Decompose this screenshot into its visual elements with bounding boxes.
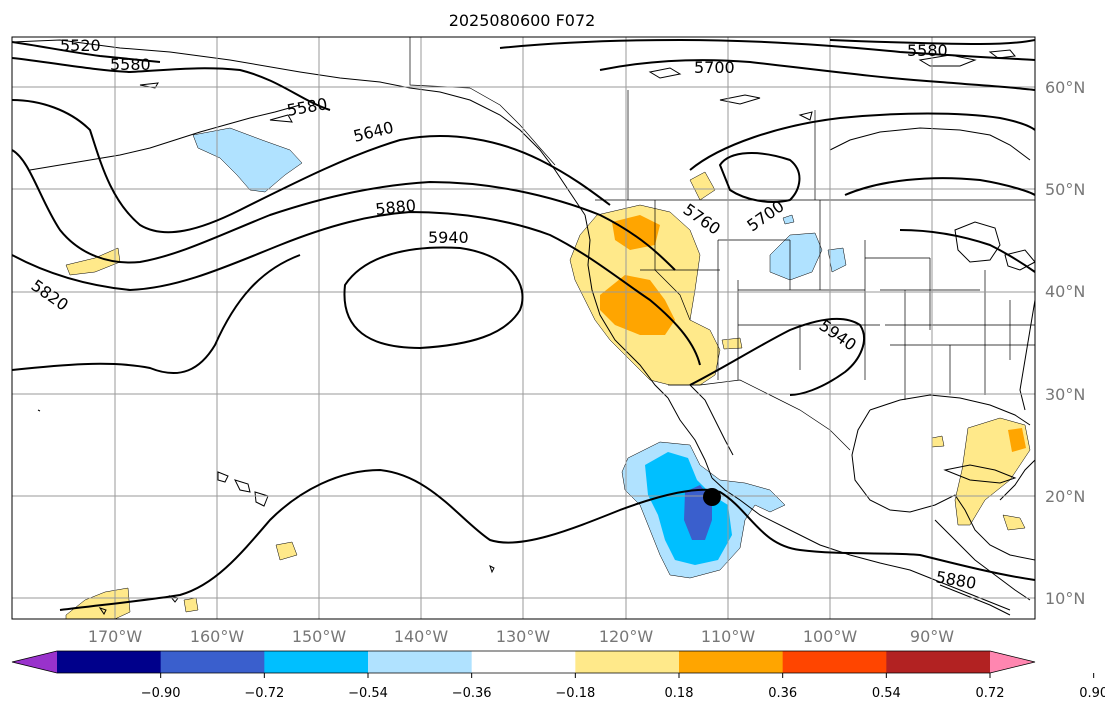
lat-label: 20°N	[1045, 487, 1085, 506]
lon-label: 120°W	[599, 627, 654, 646]
colorbar-ticks: −0.90 −0.72 −0.54 −0.36 −0.18 0.18 0.36 0.54 0.7…	[141, 673, 1105, 701]
colorbar-tick-label: 0.54	[872, 686, 901, 701]
storm-center-marker	[703, 488, 721, 506]
contour-label: 5580	[907, 41, 948, 60]
graticule	[12, 37, 1035, 619]
positive-anomaly-shading	[65, 171, 1031, 619]
colorbar-extension-max	[990, 651, 1035, 673]
colorbar-segments	[11, 650, 1036, 674]
colorbar-segment	[782, 651, 887, 673]
colorbar-segment	[160, 651, 265, 673]
lat-label: 60°N	[1045, 78, 1085, 97]
lon-label: 110°W	[701, 627, 756, 646]
colorbar-tick-label: −0.72	[244, 686, 284, 701]
colorbar: −0.90 −0.72 −0.54 −0.36 −0.18 0.18 0.36 0.54 0.7…	[11, 650, 1105, 701]
lon-label: 90°W	[910, 627, 954, 646]
colorbar-tick-label: 0.72	[976, 686, 1005, 701]
colorbar-segment	[264, 651, 369, 673]
contour-label: 5940	[428, 228, 469, 247]
height-contours	[12, 38, 1035, 611]
colorbar-extension-min	[12, 651, 57, 673]
lon-label: 140°W	[394, 627, 449, 646]
colorbar-tick-label: −0.36	[452, 686, 492, 701]
colorbar-tick-label: −0.54	[348, 686, 388, 701]
colorbar-tick-label: −0.18	[555, 686, 595, 701]
colorbar-segment	[886, 651, 991, 673]
contour-label: 5520	[60, 36, 101, 55]
coastlines	[12, 39, 1035, 616]
lon-label: 160°W	[190, 627, 245, 646]
colorbar-tick-label: 0.36	[768, 686, 797, 701]
colorbar-outline	[11, 650, 1036, 674]
lon-label: 130°W	[496, 627, 551, 646]
colorbar-segment	[679, 651, 784, 673]
latitude-labels: 60°N 50°N 40°N 30°N 20°N 10°N	[1045, 78, 1085, 608]
colorbar-segment	[575, 651, 680, 673]
lat-label: 10°N	[1045, 589, 1085, 608]
colorbar-segment	[57, 651, 162, 673]
contour-label: 5700	[694, 58, 735, 77]
colorbar-segment	[368, 651, 473, 673]
lon-label: 100°W	[803, 627, 858, 646]
map-frame	[11, 36, 1036, 620]
lat-label: 30°N	[1045, 385, 1085, 404]
lat-label: 50°N	[1045, 180, 1085, 199]
colorbar-tick-label: 0.18	[665, 686, 694, 701]
longitude-labels: 170°W 160°W 150°W 140°W 130°W 120°W 110°…	[88, 627, 954, 646]
colorbar-segment	[471, 651, 576, 673]
lon-label: 150°W	[292, 627, 347, 646]
colorbar-tick-label: −0.90	[141, 686, 181, 701]
map-panel: 5520 5580 5580 5640 5700 5580 5820 5880 …	[12, 36, 1035, 619]
contour-label: 5880	[374, 196, 416, 219]
lon-label: 170°W	[88, 627, 143, 646]
colorbar-tick-label: 0.90	[1079, 686, 1105, 701]
lat-label: 40°N	[1045, 282, 1085, 301]
map-title: 2025080600 F072	[449, 11, 596, 30]
contour-label: 5580	[110, 55, 151, 74]
negative-anomaly-shading	[192, 127, 847, 579]
